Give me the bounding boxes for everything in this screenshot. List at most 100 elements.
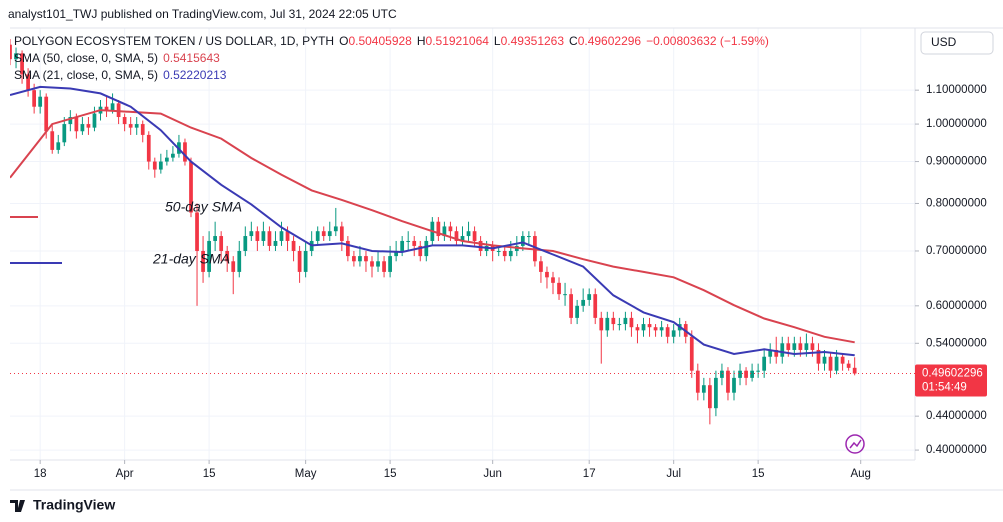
candle-body — [539, 261, 543, 272]
candle-body — [358, 256, 362, 262]
candle-body — [852, 367, 857, 374]
candle-body — [569, 294, 573, 318]
candle-body — [750, 370, 754, 378]
x-tick-label: 15 — [203, 468, 216, 480]
candle-body — [207, 240, 211, 272]
candle-body — [629, 317, 634, 328]
y-tick-label: 0.80000000 — [926, 197, 987, 209]
candle-body — [406, 240, 411, 242]
legend-row: SMA (21, close, 0, SMA, 5) 0.52220213 — [14, 68, 227, 82]
candle-body — [50, 131, 55, 150]
candle-body — [581, 299, 586, 306]
candle-body — [327, 231, 332, 237]
ohlc-value: 0.49602296 — [578, 34, 642, 48]
candle-body — [261, 231, 266, 241]
candle-body — [303, 250, 308, 272]
candle-body — [756, 370, 761, 372]
annotation: 21-day SMA — [152, 251, 230, 267]
candle-body — [496, 250, 501, 252]
candle-body — [104, 106, 109, 111]
candle-body — [798, 343, 803, 350]
ohlc-value: 0.51921064 — [426, 34, 490, 48]
candle-body — [804, 343, 809, 350]
series-name: SMA (50, close, 0, SMA, 5) — [14, 51, 158, 65]
last-price: 0.49602296 — [922, 368, 983, 380]
x-tick-label: 17 — [583, 468, 596, 480]
candle-body — [388, 256, 392, 272]
x-tick-label: 15 — [384, 468, 397, 480]
candle-body — [158, 161, 163, 170]
candle-body — [201, 250, 205, 272]
candle-body — [834, 356, 839, 371]
candle-body — [80, 124, 85, 132]
candle-body — [623, 317, 628, 325]
candle-body — [780, 343, 785, 357]
candle-body — [810, 343, 815, 350]
candle-body — [840, 356, 845, 364]
brand-logo — [10, 500, 25, 512]
candle-body — [370, 261, 374, 267]
event-icon-glyph — [849, 439, 862, 449]
candle-body — [333, 226, 338, 232]
candle-body — [189, 161, 193, 213]
series-name: SMA (21, close, 0, SMA, 5) — [14, 68, 158, 82]
y-tick-label: 0.60000000 — [926, 300, 987, 312]
candle-body — [146, 134, 151, 162]
candle-body — [134, 124, 139, 128]
sma-line — [10, 85, 855, 357]
event-icon[interactable] — [845, 434, 865, 454]
currency[interactable]: USD — [931, 35, 957, 49]
candle-body — [237, 250, 242, 272]
candle-body — [720, 370, 724, 378]
candle-body — [611, 317, 616, 325]
ohlc-label: L — [494, 34, 501, 48]
candle-body — [183, 142, 187, 162]
ohlc-value: 0.49351263 — [501, 34, 565, 48]
candle-body — [671, 330, 676, 337]
candle-body — [418, 245, 423, 257]
candle-body — [701, 385, 706, 393]
candle-body — [285, 231, 290, 241]
candle-body — [454, 231, 459, 241]
candle-body — [792, 343, 797, 350]
x-tick-label: May — [295, 468, 317, 480]
y-tick-label: 0.40000000 — [926, 444, 987, 456]
candle-body — [412, 240, 417, 246]
candle-body — [726, 370, 730, 393]
series-last-value: 0.52220213 — [163, 68, 227, 82]
candle-body — [768, 349, 773, 357]
x-tick-label: 18 — [34, 468, 47, 480]
candle-body — [164, 157, 169, 162]
candle-body — [786, 343, 791, 350]
legend-row: SMA (50, close, 0, SMA, 5) 0.5415643 — [14, 51, 220, 65]
candle-body — [545, 271, 549, 278]
candle-body — [617, 324, 622, 326]
candle-body — [816, 349, 821, 364]
candle-body — [38, 96, 43, 107]
candle-body — [478, 240, 483, 251]
candle-body — [255, 231, 260, 241]
candle-body — [291, 240, 296, 251]
candle-body — [122, 117, 127, 125]
candle-body — [10, 44, 12, 60]
candle-body — [828, 356, 833, 371]
candle-body — [653, 327, 658, 331]
x-tick-label: Apr — [116, 468, 134, 480]
ohlc-label: O — [339, 34, 348, 48]
candle-body — [526, 236, 531, 238]
symbol-title: POLYGON ECOSYSTEM TOKEN / US DOLLAR, 1D,… — [14, 34, 334, 48]
y-tick-label: 0.90000000 — [926, 156, 987, 168]
x-tick-label: 15 — [752, 468, 765, 480]
candle-body — [74, 117, 79, 132]
candle-body — [665, 327, 670, 337]
currency-button[interactable] — [920, 31, 994, 55]
countdown: 01:54:49 — [922, 382, 967, 394]
y-tick-label: 0.44000000 — [926, 410, 987, 422]
candle-body — [424, 240, 429, 257]
candle-body — [846, 363, 851, 368]
candle-body — [110, 103, 115, 111]
candle-body — [689, 336, 694, 371]
candle-body — [647, 324, 652, 328]
candle-body — [273, 240, 278, 246]
